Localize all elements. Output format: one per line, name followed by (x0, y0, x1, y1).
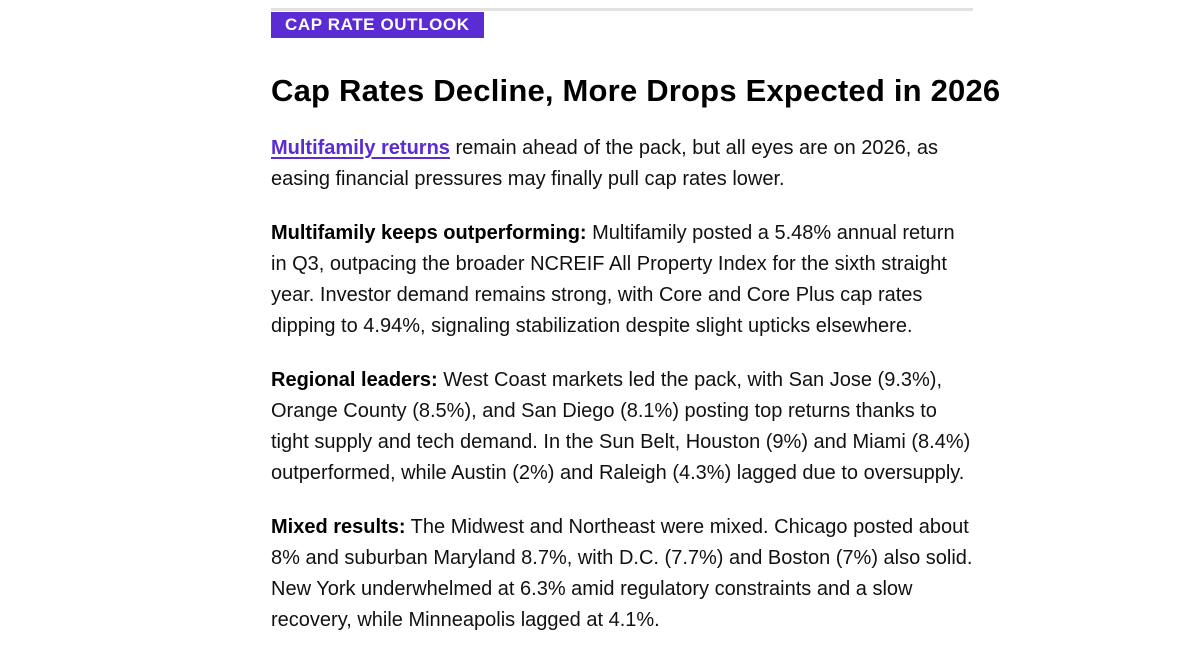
section-tag: CAP RATE OUTLOOK (271, 12, 484, 38)
paragraph-label: Multifamily keeps outperforming: (271, 222, 587, 244)
paragraph-regional-leaders: Regional leaders: West Coast markets led… (271, 365, 973, 489)
paragraph-mixed-results: Mixed results: The Midwest and Northeast… (271, 512, 973, 636)
paragraph-label: Regional leaders: (271, 369, 438, 391)
paragraph-text: West Coast markets led the pack, with Sa… (271, 369, 971, 484)
paragraph-text: Multifamily posted a 5.48% annual return… (271, 222, 955, 337)
top-divider (271, 8, 973, 11)
paragraph-multifamily-outperforming: Multifamily keeps outperforming: Multifa… (271, 218, 973, 342)
intro-text: remain ahead of the pack, but all eyes a… (271, 137, 939, 190)
paragraph-label: Mixed results: (271, 516, 406, 538)
intro-paragraph: Multifamily returns remain ahead of the … (271, 133, 973, 195)
paragraph-text: The Midwest and Northeast were mixed. Ch… (271, 516, 973, 631)
headline: Cap Rates Decline, More Drops Expected i… (271, 73, 1001, 108)
multifamily-returns-link[interactable]: Multifamily returns (271, 137, 450, 159)
